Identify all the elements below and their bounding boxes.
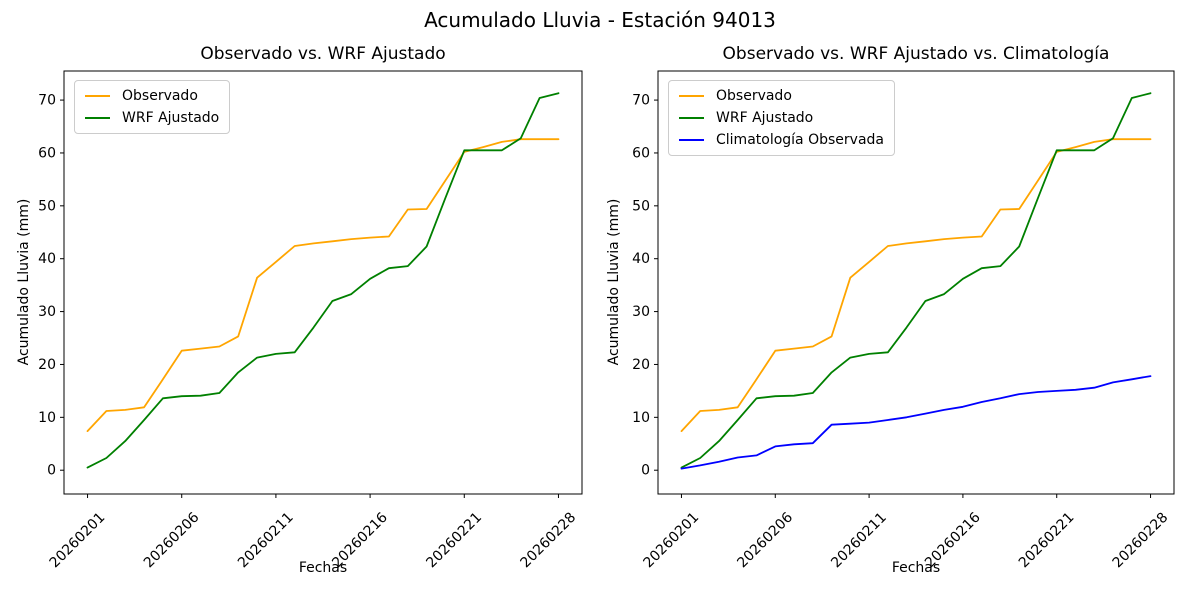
legend-item: Climatología Observada <box>679 131 884 149</box>
series-line-observado <box>680 138 1152 433</box>
y-tick-label: 0 <box>641 463 650 479</box>
y-tick-label: 0 <box>47 463 56 479</box>
y-tick-label: 30 <box>38 304 56 320</box>
left-y-axis-label: Acumulado Lluvia (mm) <box>16 198 32 366</box>
right-y-axis-label: Acumulado Lluvia (mm) <box>606 198 622 366</box>
figure-title: Acumulado Lluvia - Estación 94013 <box>424 8 776 32</box>
y-tick-label: 50 <box>632 198 650 214</box>
left-x-axis-label: Fechas <box>298 560 348 576</box>
y-tick-label: 20 <box>38 357 56 373</box>
y-tick-label: 70 <box>632 93 650 109</box>
plot-border <box>657 70 1175 495</box>
legend-label: Climatología Observada <box>716 132 884 148</box>
y-tick-label: 20 <box>632 357 650 373</box>
legend-label: Observado <box>122 88 198 104</box>
y-tick-label: 60 <box>38 145 56 161</box>
right-x-axis-label: Fechas <box>891 560 941 576</box>
right-legend: Observado WRF Ajustado Climatología Obse… <box>668 80 895 156</box>
legend-line-swatch <box>85 95 110 97</box>
legend-item: Observado <box>679 87 884 105</box>
legend-item: Observado <box>85 87 219 105</box>
y-tick-label: 10 <box>38 410 56 426</box>
y-tick-label: 40 <box>632 251 650 267</box>
y-tick-label: 30 <box>632 304 650 320</box>
legend-line-swatch <box>85 117 110 119</box>
legend-item: WRF Ajustado <box>679 109 884 127</box>
y-tick-label: 40 <box>38 251 56 267</box>
legend-label: WRF Ajustado <box>122 110 220 126</box>
left-legend: Observado WRF Ajustado <box>74 80 231 134</box>
series-line-climatología-observada <box>680 375 1152 470</box>
y-tick-label: 10 <box>632 410 650 426</box>
series-line-wrf-ajustado <box>680 92 1152 469</box>
legend-line-swatch <box>679 95 704 97</box>
legend-item: WRF Ajustado <box>85 109 219 127</box>
right-chart-title: Observado vs. WRF Ajustado vs. Climatolo… <box>722 44 1110 64</box>
y-tick-label: 60 <box>632 145 650 161</box>
legend-line-swatch <box>679 139 704 141</box>
legend-label: Observado <box>716 88 792 104</box>
legend-line-swatch <box>679 117 704 119</box>
legend-label: WRF Ajustado <box>716 110 814 126</box>
left-chart-title: Observado vs. WRF Ajustado <box>200 44 446 64</box>
plot-border <box>63 70 583 495</box>
series-line-wrf-ajustado <box>86 92 560 469</box>
y-tick-label: 70 <box>38 93 56 109</box>
series-line-observado <box>86 138 560 433</box>
y-tick-label: 50 <box>38 198 56 214</box>
